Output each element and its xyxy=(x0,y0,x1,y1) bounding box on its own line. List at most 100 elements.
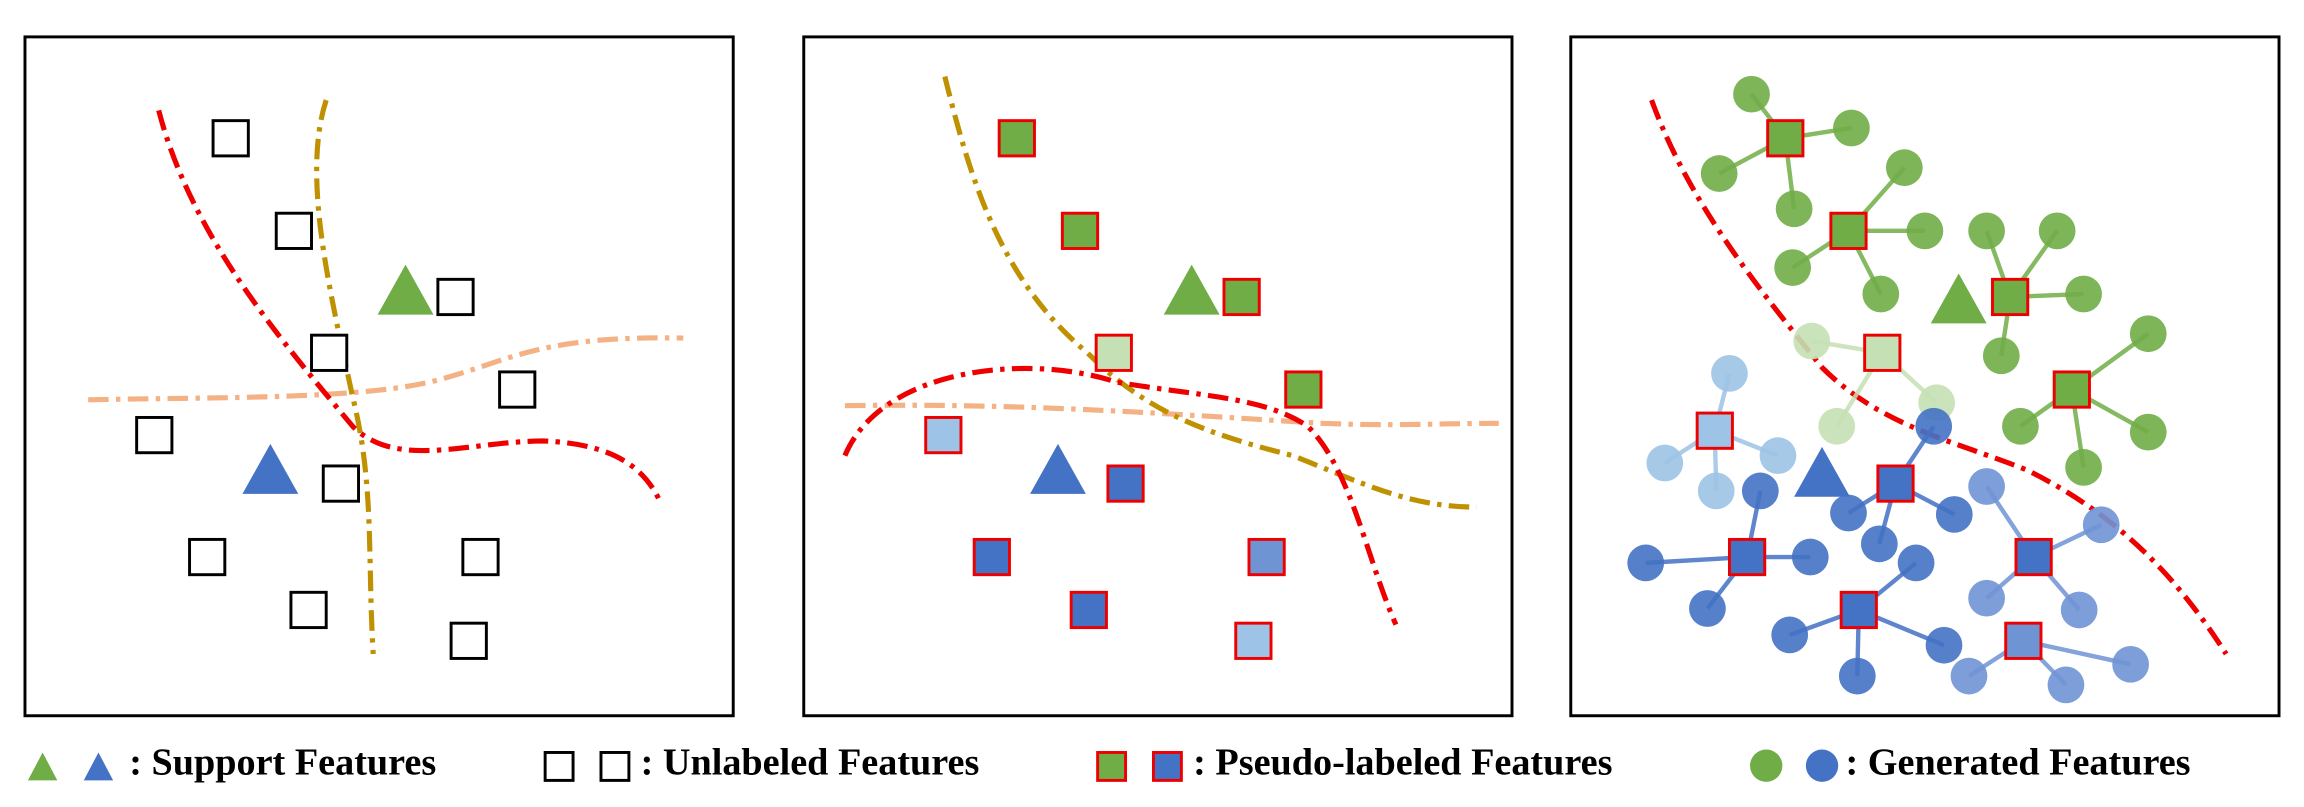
generated-feature xyxy=(1925,626,1963,664)
support-triangle xyxy=(1930,273,1987,324)
legend-icon xyxy=(1750,749,1783,782)
generated-feature xyxy=(1968,579,2005,617)
feature-square xyxy=(321,464,360,503)
legend-text: : Unlabeled Features xyxy=(641,741,980,783)
shapes xyxy=(88,75,2229,704)
support-triangle xyxy=(377,264,434,315)
generated-feature xyxy=(1741,472,1779,510)
generated-feature xyxy=(2038,212,2076,250)
generated-feature xyxy=(2065,275,2102,313)
panel-frame xyxy=(1569,35,2281,718)
generated-feature xyxy=(1935,496,1973,533)
feature-square xyxy=(1863,333,1902,372)
generated-feature xyxy=(1689,590,1726,627)
generated-feature xyxy=(2129,413,2167,451)
feature-square xyxy=(1695,411,1734,450)
generated-feature xyxy=(1793,322,1831,360)
feature-square xyxy=(498,370,537,409)
boundary xyxy=(156,109,664,506)
feature-square xyxy=(1069,590,1108,630)
feature-square xyxy=(1247,537,1286,577)
legend: : Support Features : Unlabeled Features … xyxy=(27,741,2191,783)
generated-feature xyxy=(1833,109,1870,147)
legend-text: : Support Features xyxy=(129,741,436,783)
feature-square xyxy=(436,277,475,317)
feature-square xyxy=(1094,333,1133,372)
feature-square xyxy=(188,537,227,577)
boundary xyxy=(88,335,684,403)
support-triangle xyxy=(1794,446,1850,497)
generated-feature xyxy=(1968,212,2005,250)
feature-square xyxy=(135,415,174,455)
generated-feature xyxy=(2082,506,2120,544)
generated-feature xyxy=(2129,315,2167,353)
support-triangle xyxy=(242,443,299,494)
generated-feature xyxy=(1885,149,1923,187)
generated-feature xyxy=(1700,155,1738,192)
legend-icon xyxy=(1096,751,1128,782)
feature-square xyxy=(1991,277,2030,317)
feature-square xyxy=(1284,370,1323,409)
legend-icon xyxy=(1805,749,1839,782)
generated-feature xyxy=(1906,212,1944,250)
generated-feature xyxy=(1838,657,1876,695)
feature-square xyxy=(1839,590,1878,630)
feature-square xyxy=(972,537,1011,577)
feature-square xyxy=(2052,370,2091,409)
boundary xyxy=(942,75,1477,510)
generated-feature xyxy=(1950,657,1988,695)
generated-feature xyxy=(1897,544,1935,582)
feature-square xyxy=(1829,211,1868,250)
generated-feature xyxy=(1860,525,1898,563)
feature-square xyxy=(1234,621,1273,660)
feature-square xyxy=(1222,277,1261,317)
panel-frame xyxy=(802,35,1514,718)
generated-feature xyxy=(1775,190,1813,228)
generated-feature xyxy=(1982,337,2020,375)
legend-text: : Pseudo-labeled Features xyxy=(1193,741,1612,783)
legend-icon xyxy=(27,752,58,781)
boundary xyxy=(1649,99,2229,656)
legend-icon xyxy=(83,752,114,781)
generated-feature xyxy=(2065,449,2102,486)
generated-feature xyxy=(1697,472,1735,510)
generated-feature xyxy=(1774,249,1812,286)
legend-text: : Generated Features xyxy=(1846,741,2191,783)
generated-feature xyxy=(1627,544,1665,582)
boundary xyxy=(842,365,1399,626)
generated-feature xyxy=(1791,538,1829,576)
feature-square xyxy=(997,119,1036,158)
support-triangle xyxy=(1030,443,1086,494)
generated-feature xyxy=(1830,494,1867,532)
generated-feature xyxy=(2047,666,2085,704)
generated-feature xyxy=(2002,407,2039,445)
feature-square xyxy=(211,119,250,158)
support-triangle xyxy=(1163,264,1220,315)
feature-square xyxy=(1060,211,1100,250)
feature-square xyxy=(274,211,313,250)
panel-frame xyxy=(23,35,735,718)
generated-feature xyxy=(1771,616,1809,654)
generated-feature xyxy=(1733,75,1770,113)
legend-icon xyxy=(543,751,575,782)
generated-feature xyxy=(1646,444,1684,482)
generated-feature xyxy=(2060,591,2098,629)
generated-feature xyxy=(1818,407,1856,445)
legend-icon xyxy=(1152,751,1183,782)
generated-feature xyxy=(1915,407,1953,445)
generated-feature xyxy=(1759,437,1797,475)
feature-square xyxy=(2004,621,2043,660)
feature-square xyxy=(310,333,349,372)
generated-feature xyxy=(2112,645,2149,683)
feature-square xyxy=(1106,464,1145,503)
generated-feature xyxy=(1968,468,2005,505)
generated-feature xyxy=(1862,275,1900,313)
feature-square xyxy=(449,621,488,660)
feature-square xyxy=(289,590,328,630)
feature-square xyxy=(1876,464,1915,503)
feature-square xyxy=(1728,537,1767,577)
boundary xyxy=(314,99,376,655)
legend-icon xyxy=(599,751,631,782)
feature-square xyxy=(1766,119,1805,158)
